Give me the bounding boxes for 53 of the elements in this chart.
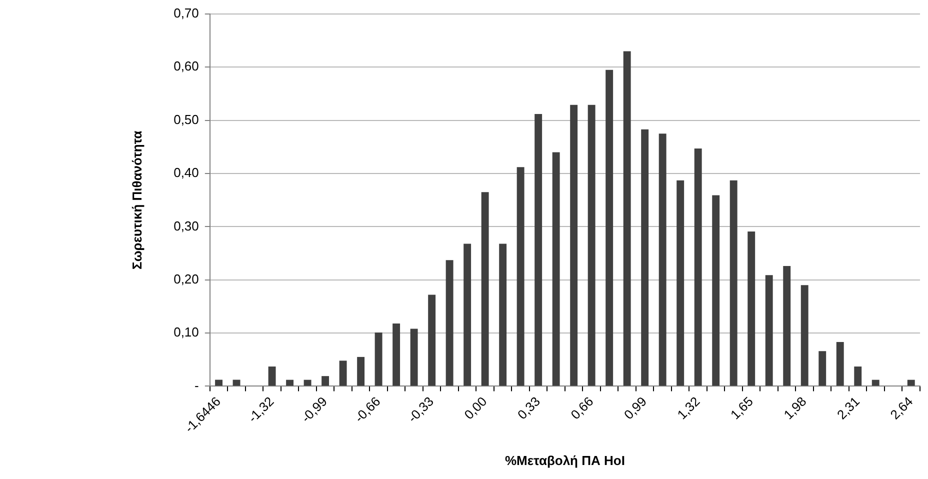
bar	[304, 380, 312, 386]
bar	[374, 332, 382, 386]
y-tick-label: 0,60	[174, 58, 199, 74]
x-tick-label: 0,99	[620, 394, 650, 422]
bar	[392, 323, 400, 386]
bar	[428, 294, 436, 386]
bar	[854, 366, 862, 386]
bar	[464, 244, 472, 386]
x-tick-label: 0,00	[461, 394, 490, 422]
bar	[606, 70, 614, 386]
bar	[907, 380, 915, 386]
x-axis-title: %Μεταβολή ΠΑ HoI	[504, 452, 625, 468]
y-tick-label: 0,20	[174, 271, 199, 286]
y-tick-label: 0,40	[174, 165, 199, 180]
bar	[588, 104, 596, 386]
x-tick-label: 0,66	[568, 394, 596, 422]
bar	[534, 114, 542, 386]
bar	[783, 266, 791, 386]
bar	[481, 192, 489, 386]
bar	[232, 380, 240, 386]
y-tick-label: 0,30	[174, 218, 199, 234]
bar	[748, 231, 756, 386]
bar	[357, 356, 365, 386]
bar	[836, 342, 844, 386]
bar	[516, 167, 524, 386]
bar	[641, 129, 649, 386]
bar	[676, 180, 684, 386]
bar	[552, 152, 560, 386]
y-tick-label: -	[194, 378, 199, 393]
bar	[818, 351, 826, 386]
bar	[322, 376, 330, 386]
x-tick-label: 0,33	[514, 394, 543, 422]
bar	[765, 275, 773, 386]
bar	[623, 51, 631, 386]
y-tick-label: 0,10	[174, 324, 199, 340]
bar	[730, 180, 738, 386]
bar	[410, 328, 418, 386]
bar	[499, 244, 507, 386]
bar	[872, 380, 880, 386]
bar	[570, 104, 578, 386]
y-tick-label: 0,70	[174, 6, 199, 21]
bar	[694, 148, 702, 386]
bar	[215, 380, 223, 386]
bar	[658, 134, 666, 386]
bar	[268, 366, 276, 386]
y-axis-title: Σωρευτική Πιθανότητα	[129, 130, 144, 270]
y-tick-label: 0,50	[174, 112, 199, 127]
bar	[339, 360, 347, 386]
bar	[800, 285, 808, 386]
bar	[712, 195, 720, 386]
x-tick-label: 2,31	[834, 394, 863, 422]
bar	[286, 380, 294, 386]
bar	[446, 260, 454, 386]
